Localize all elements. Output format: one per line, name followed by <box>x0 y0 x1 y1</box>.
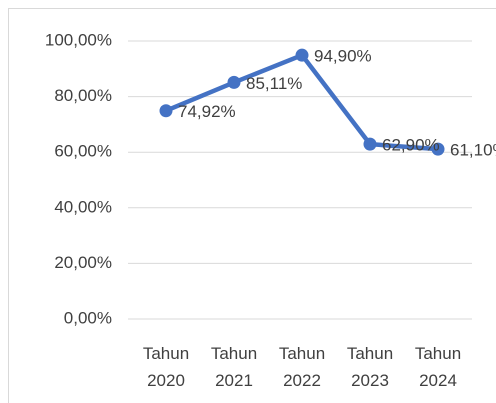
data-label: 74,92% <box>178 102 236 121</box>
y-tick-label: 60,00% <box>54 142 112 161</box>
point <box>159 104 173 118</box>
y-tick-label: 0,00% <box>64 308 112 327</box>
data-label: 61,10% <box>450 141 496 160</box>
x-tick-label: Tahun 2023 <box>346 344 394 390</box>
y-tick-label: 20,00% <box>54 253 112 272</box>
x-tick-label: Tahun 2022 <box>278 344 326 390</box>
x-tick-label: Tahun 2021 <box>210 344 258 390</box>
y-tick-label: 80,00% <box>54 86 112 105</box>
data-label: 94,90% <box>314 47 372 66</box>
data-label: 85,11% <box>246 74 302 93</box>
x-tick-label: Tahun 2020 <box>142 344 190 390</box>
point <box>363 137 377 151</box>
data-label: 62,90% <box>382 136 440 155</box>
y-tick-label: 40,00% <box>54 197 112 216</box>
x-tick-label: Tahun 2024 <box>414 344 462 390</box>
point <box>227 75 241 89</box>
point <box>431 142 445 156</box>
point <box>295 48 309 62</box>
y-tick-label: 100,00% <box>45 30 112 49</box>
